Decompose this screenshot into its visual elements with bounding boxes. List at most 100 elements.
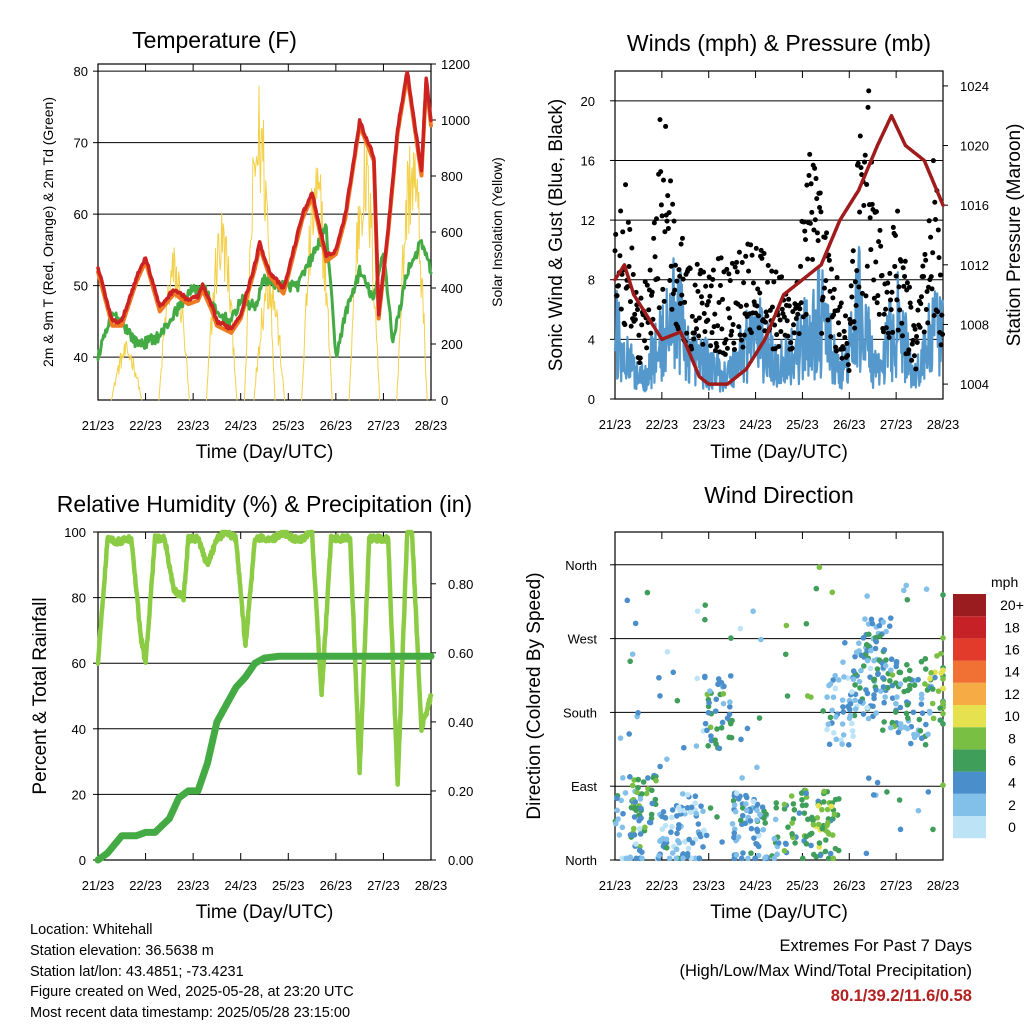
winds-gust-point — [807, 220, 813, 226]
winds-gust-point — [852, 325, 858, 331]
winds-gust-point — [798, 263, 804, 269]
direction-direction-point — [635, 710, 641, 716]
direction-direction-point — [738, 855, 745, 862]
winds-gust-point — [831, 312, 837, 318]
direction-direction-point — [740, 850, 746, 856]
temperature-xtick-label: 22/23 — [129, 418, 162, 433]
direction-direction-point — [870, 677, 877, 683]
winds-xtick-label: 28/23 — [927, 417, 960, 432]
winds-gust-point — [877, 227, 883, 233]
direction-direction-point — [726, 734, 732, 741]
winds-gust-point — [858, 165, 864, 171]
temperature-xtick-label: 23/23 — [177, 418, 210, 433]
direction-direction-point — [927, 675, 933, 682]
winds-gust-point — [874, 300, 880, 306]
direction-direction-point — [864, 657, 871, 664]
winds-gust-point — [884, 289, 890, 295]
direction-direction-point — [816, 564, 823, 571]
direction-direction-point — [637, 796, 644, 802]
winds-gust-point — [699, 300, 705, 306]
direction-direction-point — [772, 816, 779, 823]
direction-direction-point — [887, 615, 894, 621]
winds-y2tick-label: 1020 — [960, 139, 989, 154]
winds-gust-point — [703, 283, 709, 289]
direction-direction-point — [771, 855, 778, 862]
winds-gust-point — [890, 329, 896, 335]
direction-xtick-label: 24/23 — [739, 878, 772, 893]
direction-direction-point — [743, 801, 749, 807]
winds-gust-point — [812, 165, 818, 171]
direction-direction-point — [614, 807, 621, 814]
winds-gust-point — [649, 289, 655, 295]
direction-direction-point — [871, 657, 877, 664]
winds-gust-point — [627, 299, 633, 305]
winds-gust-point — [653, 216, 659, 222]
direction-direction-point — [631, 814, 638, 820]
direction-direction-point — [712, 737, 718, 743]
winds-gust-point — [864, 263, 870, 269]
direction-direction-point — [888, 724, 894, 731]
direction-direction-point — [903, 710, 910, 717]
direction-direction-point — [714, 726, 720, 732]
direction-xlabel: Time (Day/UTC) — [710, 902, 848, 923]
winds-gust-point — [765, 279, 771, 285]
winds-gust-point — [895, 208, 901, 214]
winds-gust-point — [857, 209, 863, 215]
winds-gust-point — [897, 307, 903, 313]
winds-gust-point — [689, 313, 695, 319]
direction-direction-point — [840, 704, 846, 710]
winds-gust-point — [664, 218, 670, 224]
direction-direction-point — [639, 849, 645, 855]
direction-direction-point — [696, 831, 703, 838]
winds-gust-point — [929, 286, 935, 292]
winds-y2tick-label: 1008 — [960, 317, 989, 332]
direction-direction-point — [702, 720, 709, 727]
winds-gust-point — [769, 268, 775, 274]
direction-ytick-label: East — [571, 779, 597, 794]
winds-gust-point — [935, 227, 941, 233]
direction-direction-point — [832, 796, 839, 803]
direction-direction-point — [799, 802, 806, 809]
winds-gust-point — [841, 328, 847, 334]
winds-gust-point — [757, 290, 763, 296]
winds-gust-point — [713, 348, 719, 354]
location-text: Location: Whitehall — [30, 922, 153, 938]
temperature-y2tick-label: 1200 — [441, 57, 470, 72]
direction-direction-point — [897, 826, 904, 833]
winds-gust-point — [862, 159, 868, 165]
direction-direction-point — [840, 732, 847, 738]
winds-gust-point — [818, 209, 824, 215]
direction-direction-point — [744, 725, 751, 732]
direction-direction-point — [727, 699, 733, 705]
direction-direction-point — [856, 678, 863, 685]
winds-gust-point — [637, 355, 643, 361]
winds-xtick-label: 25/23 — [786, 417, 819, 432]
direction-direction-point — [839, 697, 846, 703]
winds-gust-point — [675, 326, 681, 332]
direction-direction-point — [750, 608, 756, 615]
direction-direction-point — [748, 850, 754, 856]
winds-gust-point — [614, 293, 620, 299]
winds-gust-point — [892, 263, 898, 269]
winds-gust-point — [759, 255, 765, 261]
winds-gust-point — [914, 339, 920, 345]
winds-gust-point — [652, 254, 658, 260]
direction-direction-point — [850, 676, 857, 683]
direction-direction-point — [694, 608, 701, 614]
winds-gust-point — [935, 309, 941, 315]
winds-gust-point — [708, 283, 714, 289]
direction-direction-point — [771, 835, 778, 842]
direction-direction-point — [745, 855, 751, 862]
direction-direction-point — [877, 688, 884, 694]
direction-direction-point — [883, 657, 889, 663]
direction-direction-point — [852, 682, 858, 688]
winds-gust-point — [813, 176, 819, 182]
winds-gust-point — [691, 330, 697, 336]
humidity-y2tick-label: 0.60 — [448, 646, 473, 661]
direction-direction-point — [627, 854, 633, 861]
direction-direction-point — [708, 733, 714, 739]
winds-gust-point — [876, 239, 882, 245]
winds-gust-point — [741, 332, 747, 338]
direction-direction-point — [781, 801, 788, 808]
winds-gust-point — [815, 238, 821, 244]
